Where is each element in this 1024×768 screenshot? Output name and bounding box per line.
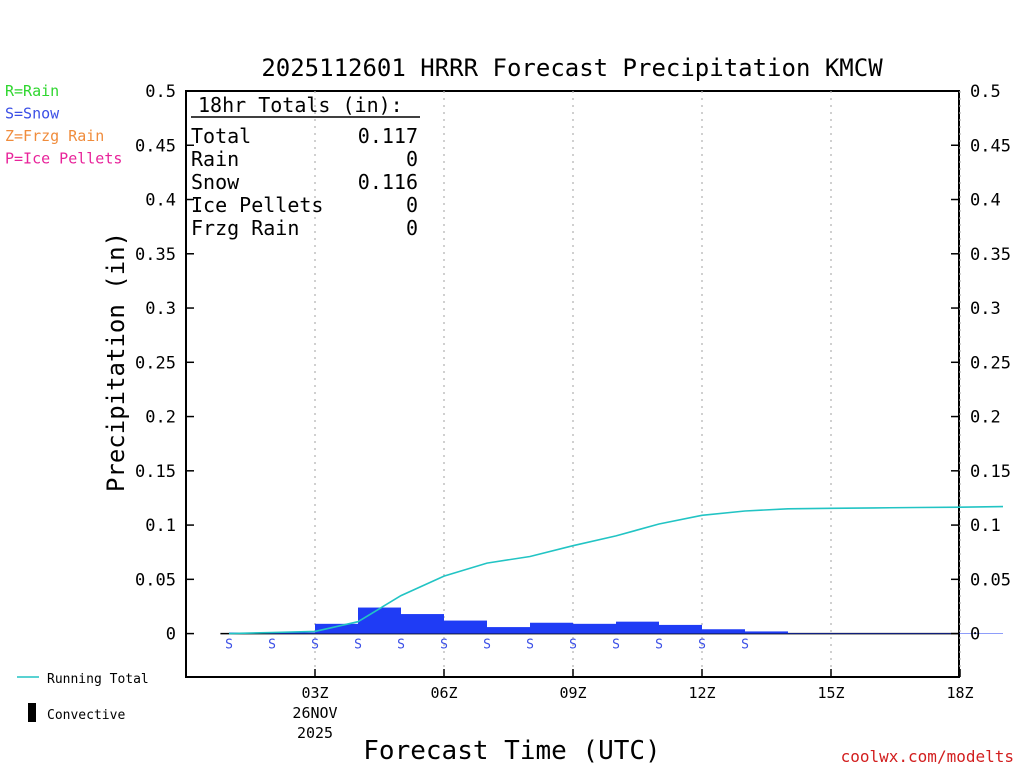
y-tick-label-right: 0.35 <box>970 245 1011 265</box>
x-tick-label: 09Z <box>559 684 586 702</box>
precip-bar <box>788 633 831 634</box>
legend-convective-label: Convective <box>47 708 125 723</box>
totals-row-value: 0.117 <box>358 124 418 148</box>
y-tick-label-right: 0.5 <box>970 82 1001 102</box>
ptype-marker: S <box>612 638 620 653</box>
ptype-marker: S <box>526 638 534 653</box>
ptype-marker: S <box>569 638 577 653</box>
y-tick-label-right: 0.1 <box>970 516 1001 536</box>
precip-bar <box>831 633 874 634</box>
precip-bar <box>358 607 401 634</box>
precip-bar <box>702 629 745 634</box>
y-tick-label-left: 0.05 <box>135 570 176 590</box>
precip-bar <box>659 624 702 634</box>
ptype-marker: S <box>440 638 448 653</box>
totals-row-label: Ice Pellets <box>191 193 323 217</box>
x-axis-label: Forecast Time (UTC) <box>363 736 660 766</box>
running-total-line <box>228 505 1004 635</box>
totals-row-label: Total <box>191 124 251 148</box>
ptype-marker: S <box>354 638 362 653</box>
y-tick-label-left: 0.1 <box>145 516 176 536</box>
y-tick-label-right: 0.2 <box>970 408 1001 428</box>
ptype-legend-item: Z=Frzg Rain <box>5 127 104 145</box>
y-axis-label: Precipitation (in) <box>102 232 130 492</box>
y-tick-label-right: 0.3 <box>970 299 1001 319</box>
y-tick-label-left: 0.4 <box>145 191 176 211</box>
ptype-marker: S <box>655 638 663 653</box>
y-tick-label-left: 0.25 <box>135 353 176 373</box>
chart-title: 2025112601 HRRR Forecast Precipitation K… <box>261 54 883 82</box>
ptype-legend-item: R=Rain <box>5 82 59 100</box>
y-tick-label-left: 0.45 <box>135 136 176 156</box>
y-tick-label-right: 0.4 <box>970 191 1001 211</box>
ptype-marker: S <box>311 638 319 653</box>
totals-row-label: Frzg Rain <box>191 216 299 240</box>
date-label-day: 26NOV <box>292 704 337 722</box>
y-tick-label-right: 0.45 <box>970 136 1011 156</box>
precip-bar <box>487 627 530 634</box>
ptype-marker: S <box>225 638 233 653</box>
credit-text: coolwx.com/modelts <box>841 747 1014 766</box>
y-tick-label-left: 0.35 <box>135 245 176 265</box>
legend-running-total-label: Running Total <box>47 672 149 687</box>
precip-bar <box>401 614 444 634</box>
y-tick-label-left: 0.5 <box>145 82 176 102</box>
precip-bar <box>530 622 573 634</box>
precip-bar <box>444 620 487 634</box>
totals-header: 18hr Totals (in): <box>198 93 403 117</box>
totals-row-label: Rain <box>191 147 239 171</box>
ptype-marker: S <box>741 638 749 653</box>
totals-row-value: 0 <box>406 193 418 217</box>
y-tick-label-left: 0 <box>166 625 176 645</box>
precip-bar <box>917 633 960 634</box>
y-tick-label-right: 0.05 <box>970 570 1011 590</box>
precip-bar <box>745 631 788 634</box>
precip-bar <box>573 623 616 634</box>
totals-row-value: 0 <box>406 147 418 171</box>
ptype-marker: S <box>698 638 706 653</box>
precip-bar <box>315 623 358 634</box>
x-tick-label: 12Z <box>688 684 715 702</box>
ptype-marker: S <box>397 638 405 653</box>
y-tick-label-right: 0.25 <box>970 353 1011 373</box>
y-tick-label-left: 0.15 <box>135 462 176 482</box>
totals-row-value: 0 <box>406 216 418 240</box>
y-tick-label-left: 0.3 <box>145 299 176 319</box>
ptype-legend-item: P=Ice Pellets <box>5 150 122 168</box>
x-tick-label: 06Z <box>430 684 457 702</box>
y-tick-label-left: 0.2 <box>145 408 176 428</box>
totals-row-label: Snow <box>191 170 240 194</box>
ptype-marker: S <box>483 638 491 653</box>
x-tick-label: 15Z <box>817 684 844 702</box>
x-tick-label: 18Z <box>946 684 973 702</box>
legend-convective-swatch <box>28 703 36 722</box>
totals-row-value: 0.116 <box>358 170 418 194</box>
y-tick-label-right: 0.15 <box>970 462 1011 482</box>
x-tick-label: 03Z <box>301 684 328 702</box>
y-tick-label-right: 0 <box>970 625 980 645</box>
precip-bar <box>960 633 1003 634</box>
precip-bar <box>874 633 917 634</box>
date-label-year: 2025 <box>297 724 333 742</box>
ptype-marker: S <box>268 638 276 653</box>
precip-bar <box>272 632 315 634</box>
precip-bar <box>616 621 659 634</box>
ptype-legend-item: S=Snow <box>5 105 60 123</box>
